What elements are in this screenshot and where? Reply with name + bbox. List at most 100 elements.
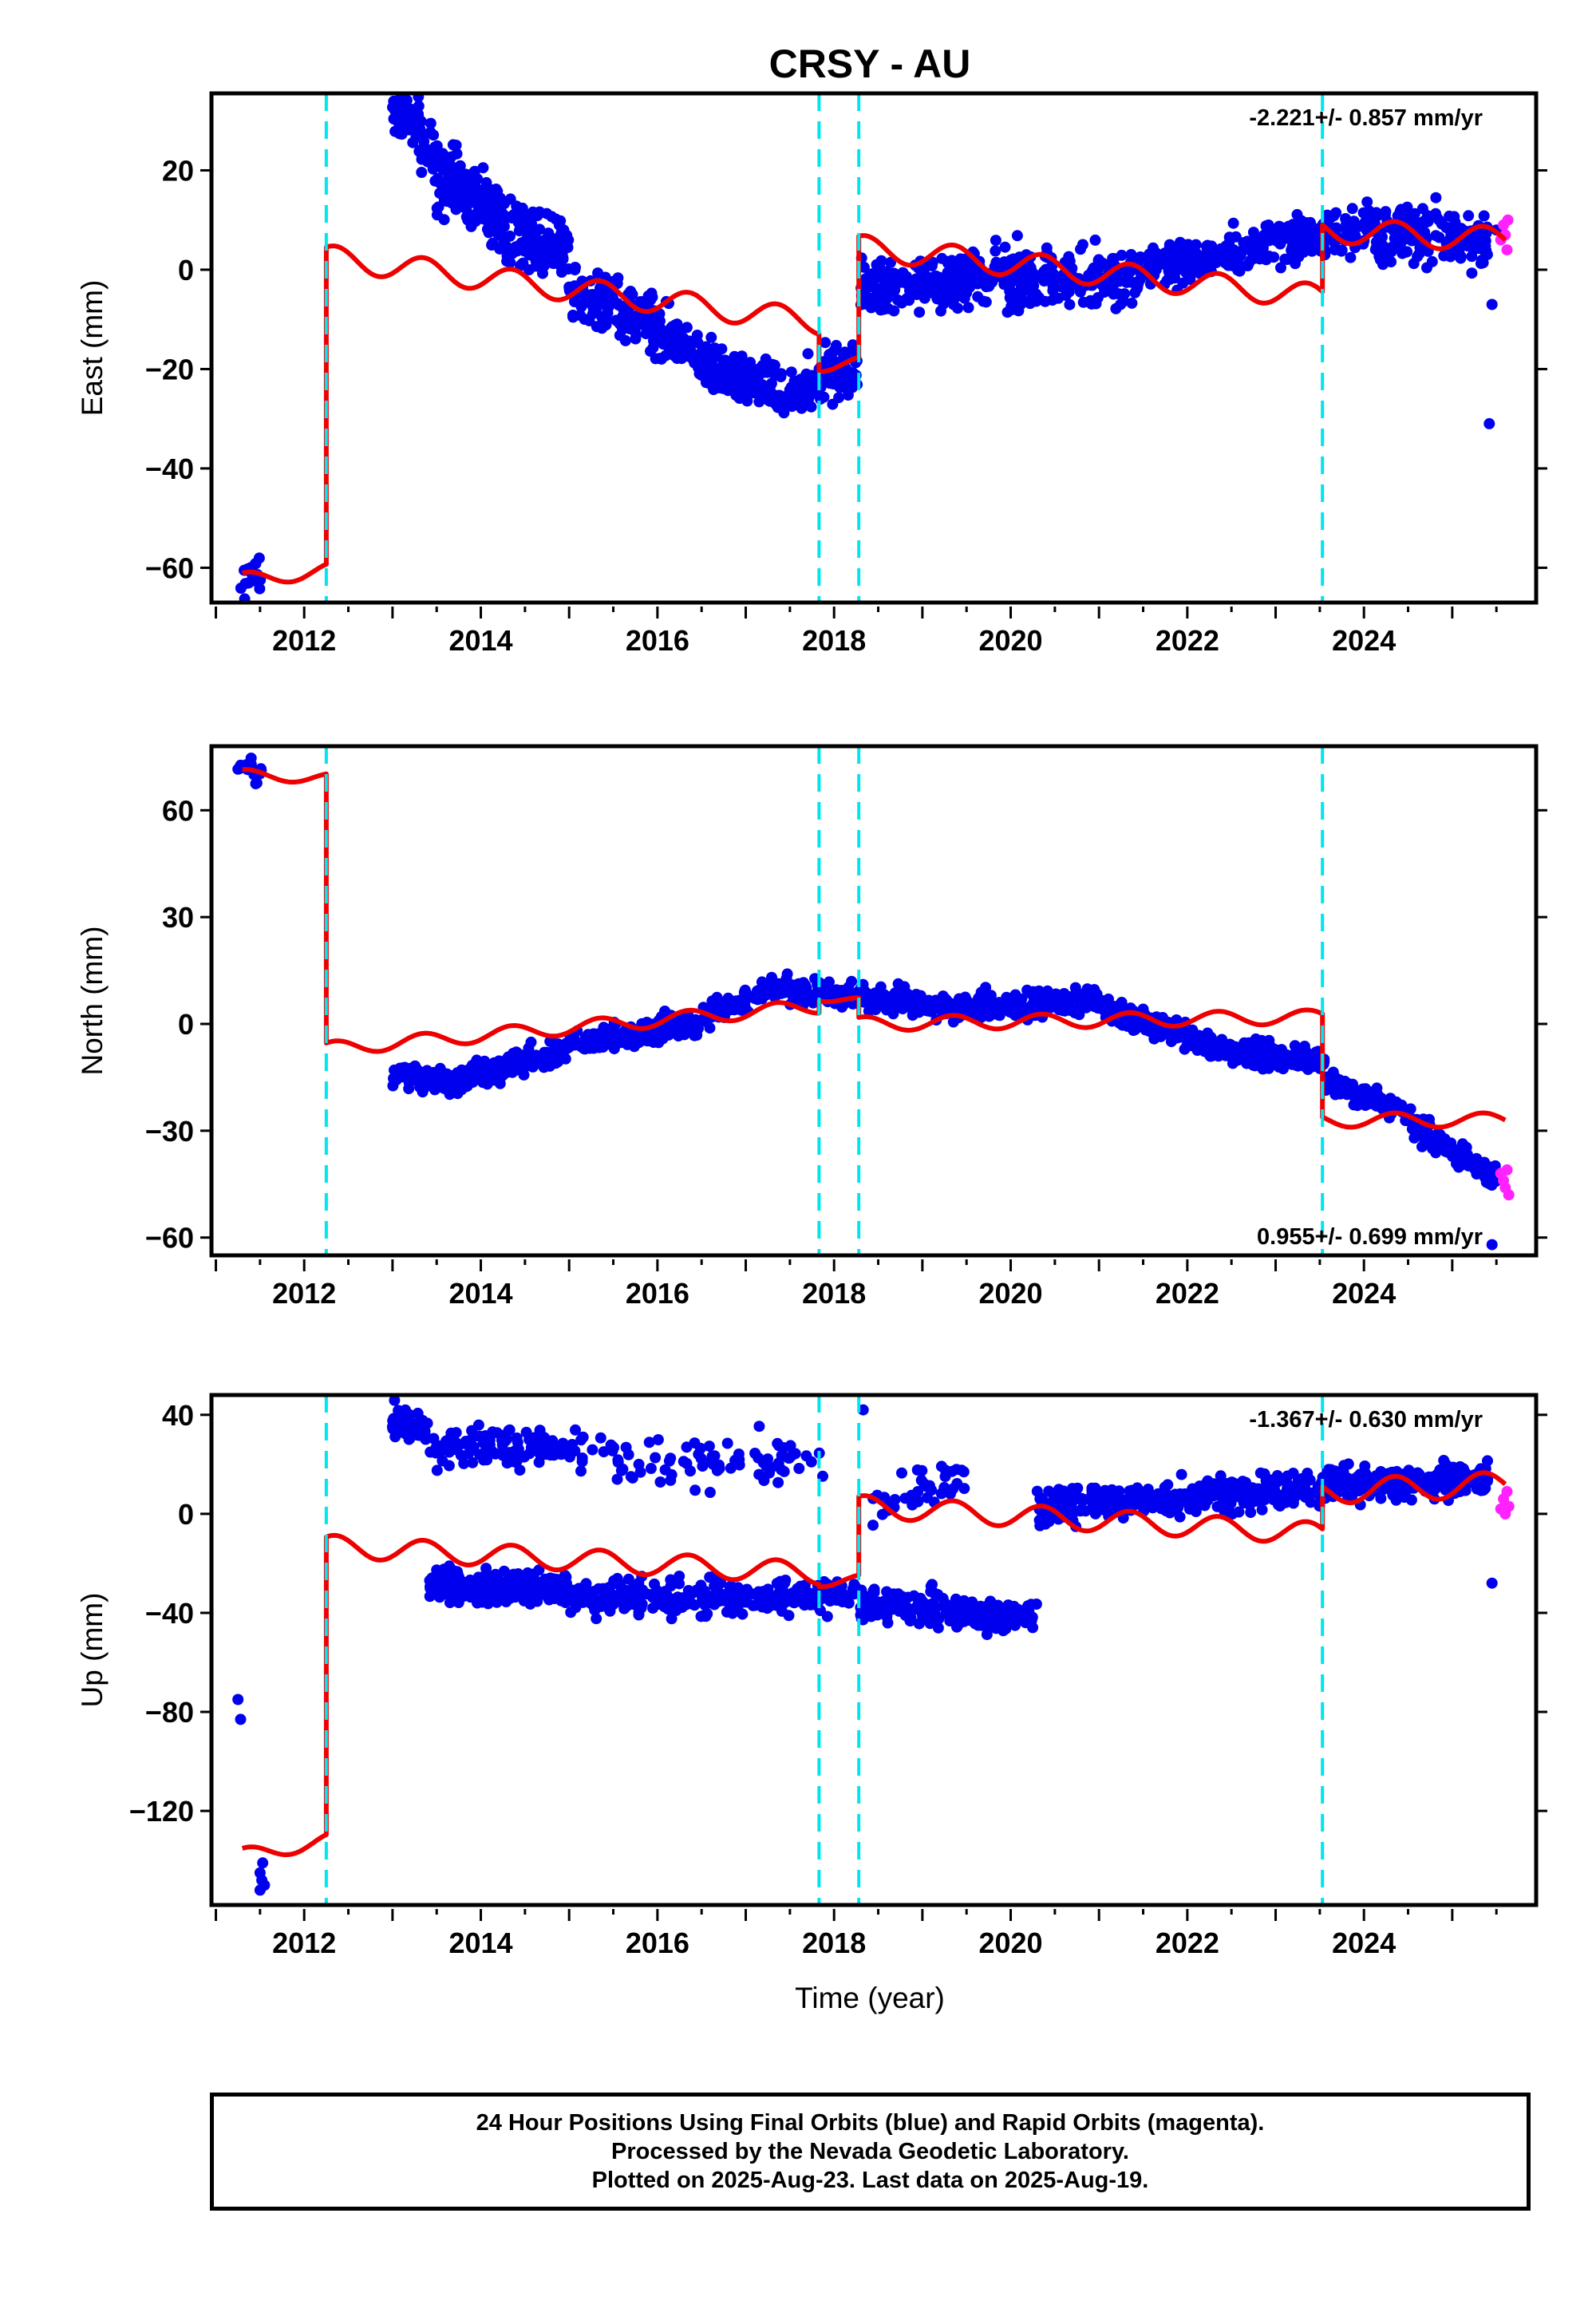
north-final-point [429, 1077, 441, 1089]
east-final-point [859, 285, 871, 296]
up-final-point [575, 1434, 587, 1446]
up-final-point [468, 1429, 480, 1441]
east-final-point [665, 332, 677, 344]
north-final-point [1430, 1147, 1442, 1159]
north-rapid-point [1501, 1164, 1513, 1176]
up-final-point [1273, 1494, 1285, 1506]
up-final-point [570, 1424, 581, 1436]
north-final-point [1443, 1141, 1455, 1153]
east-final-point [936, 289, 948, 301]
east-final-point [1286, 241, 1298, 253]
east-final-point [1089, 234, 1101, 246]
up-final-point [659, 1464, 671, 1476]
east-final-point [619, 334, 631, 346]
north-final-point [1276, 1053, 1288, 1065]
north-final-point [232, 763, 244, 775]
north-final-point [1069, 1007, 1080, 1018]
up-final-point [1174, 1496, 1186, 1508]
up-final-point [710, 1585, 722, 1597]
north-final-point [617, 1027, 629, 1038]
east-final-point [1098, 287, 1110, 298]
east-final-point [884, 287, 895, 298]
north-x-tick-label: 2014 [448, 1277, 512, 1310]
up-final-point [424, 1575, 436, 1587]
east-final-point [1077, 239, 1088, 251]
east-final-point [1298, 235, 1310, 247]
up-final-point [749, 1448, 761, 1459]
east-final-point [945, 294, 957, 306]
east-final-point [1156, 250, 1168, 262]
north-final-point [400, 1064, 412, 1076]
north-final-point [669, 1020, 681, 1032]
up-final-point [576, 1452, 588, 1464]
north-final-point [961, 1006, 973, 1018]
east-final-point [543, 227, 555, 239]
north-final-point [892, 978, 904, 990]
up-final-point [899, 1492, 911, 1504]
up-final-point [448, 1590, 460, 1602]
up-final-point [956, 1464, 967, 1476]
east-final-point [1426, 255, 1438, 267]
east-final-point [885, 256, 896, 268]
east-y-tick-label: 0 [178, 254, 194, 287]
up-final-point [910, 1603, 922, 1615]
east-final-point [818, 391, 830, 403]
up-final-point [430, 1447, 442, 1459]
up-final-point [709, 1450, 721, 1462]
up-final-point [565, 1607, 577, 1618]
up-final-point [497, 1581, 509, 1593]
east-final-point [722, 385, 734, 397]
north-final-point [1132, 1017, 1144, 1028]
north-final-point [565, 1040, 577, 1052]
east-final-point [492, 185, 504, 197]
east-final-point [654, 332, 666, 344]
up-final-point [938, 1481, 950, 1493]
up-final-point [912, 1486, 924, 1497]
north-final-point [994, 1010, 1005, 1022]
east-final-point [1019, 296, 1031, 308]
north-final-point [544, 1035, 556, 1047]
east-final-point [430, 144, 441, 156]
east-final-point [498, 235, 510, 247]
up-final-point [803, 1593, 815, 1605]
up-final-point [1175, 1468, 1187, 1480]
east-y-tick-label: −20 [145, 353, 194, 385]
north-final-point [544, 1053, 556, 1065]
up-final-point [940, 1607, 952, 1619]
east-final-point [1037, 269, 1049, 280]
east-final-point [629, 323, 641, 334]
east-final-point [537, 267, 548, 279]
up-final-point [761, 1602, 773, 1614]
up-final-point [1076, 1492, 1088, 1504]
east-y-axis-label: East (mm) [76, 280, 109, 417]
east-final-point [713, 374, 725, 386]
east-final-point [1345, 251, 1357, 263]
north-final-point [831, 984, 843, 996]
east-final-point [1348, 215, 1360, 227]
east-final-point [536, 245, 548, 257]
up-final-point [598, 1446, 610, 1458]
up-final-point [537, 1447, 548, 1459]
up-final-point [563, 1583, 575, 1595]
east-final-point [894, 273, 906, 285]
up-final-point [467, 1456, 479, 1468]
east-final-point [830, 370, 842, 382]
up-final-point [887, 1588, 899, 1600]
up-final-point [784, 1440, 796, 1452]
east-final-point [1047, 279, 1059, 291]
up-final-point [587, 1444, 598, 1456]
east-final-point [1406, 235, 1418, 247]
east-final-point [425, 117, 437, 129]
up-final-point [824, 1595, 836, 1607]
north-final-point [1242, 1037, 1254, 1049]
north-final-point [477, 1064, 489, 1075]
east-final-point [468, 189, 480, 201]
north-final-point [1451, 1158, 1462, 1170]
east-final-point [986, 276, 998, 288]
up-final-point [665, 1474, 677, 1486]
north-final-point [1452, 1144, 1464, 1156]
up-final-point [567, 1439, 578, 1450]
north-y-tick-label: 30 [162, 901, 194, 934]
east-final-point [575, 301, 587, 313]
